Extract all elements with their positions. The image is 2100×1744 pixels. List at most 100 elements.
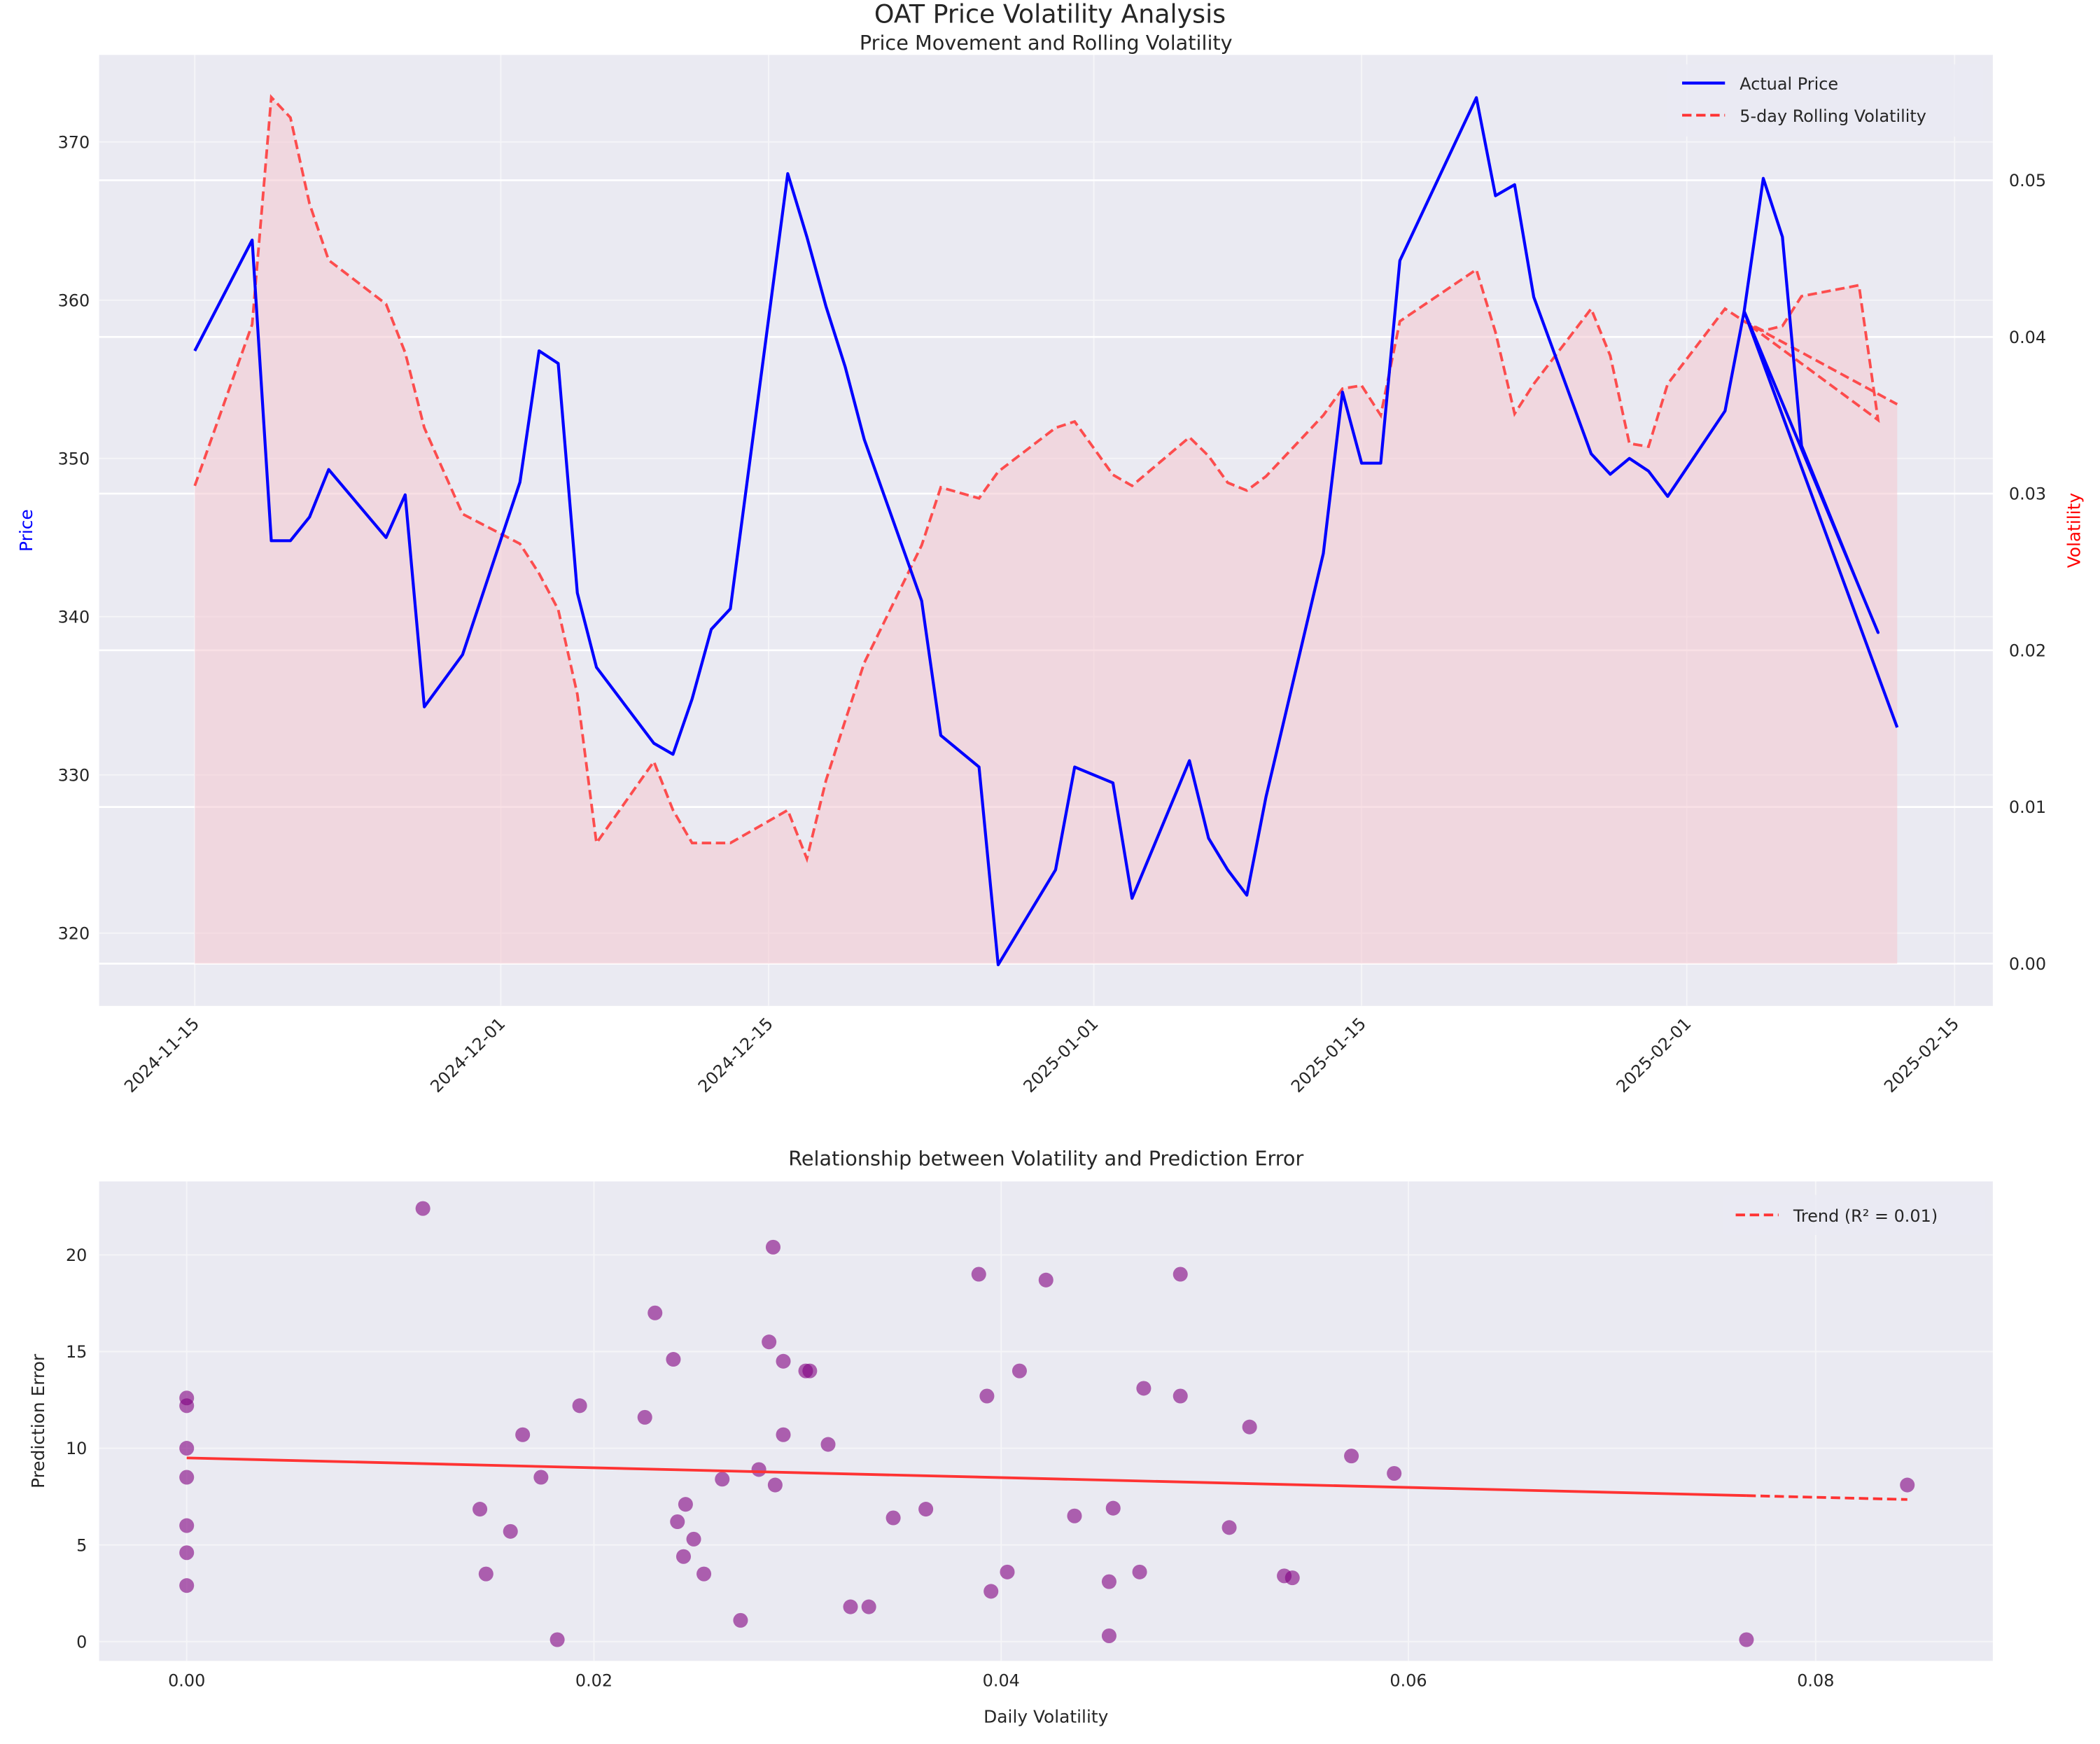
scatter-point <box>478 1566 493 1582</box>
scatter-point <box>776 1353 791 1369</box>
volatility-tick-label: 0.05 <box>2009 171 2046 190</box>
volatility-fill-area <box>195 97 1898 964</box>
figure-title: OAT Price Volatility Analysis <box>874 0 1226 29</box>
volatility-tick-label: 0.04 <box>2009 328 2046 347</box>
legend-price-label: Actual Price <box>1740 74 1838 94</box>
x-tick-label: 0.04 <box>983 1671 1020 1691</box>
scatter-point <box>637 1409 652 1425</box>
scatter-point <box>676 1549 691 1564</box>
scatter-point <box>1038 1272 1054 1288</box>
scatter-point <box>733 1612 748 1628</box>
scatter-point <box>715 1472 730 1487</box>
scatter-point <box>1222 1520 1237 1535</box>
scatter-point <box>1132 1564 1147 1579</box>
trend-line-dashed <box>1746 1494 1907 1501</box>
scatter-point <box>820 1437 836 1452</box>
bottom-legend: Trend (R² = 0.01) <box>1722 1194 1985 1235</box>
volatility-error-scatter-chart: 0.00 0.02 0.04 0.06 0.08 0 5 10 15 20 Relationsh… <box>28 1146 1993 1726</box>
scatter-point <box>1284 1570 1300 1586</box>
scatter-point <box>1172 1388 1188 1404</box>
scatter-point <box>1067 1508 1082 1523</box>
scatter-point <box>503 1523 518 1539</box>
y-tick-label: 20 <box>66 1246 87 1265</box>
scatter-point <box>762 1334 777 1350</box>
scatter-point <box>971 1267 986 1282</box>
scatter-point <box>1011 1363 1027 1379</box>
scatter-point <box>179 1441 195 1456</box>
scatter-point <box>1172 1267 1188 1282</box>
x-axis-label: Daily Volatility <box>983 1706 1108 1726</box>
price-tick-label: 330 <box>58 765 90 785</box>
scatter-point <box>1242 1419 1257 1435</box>
legend-volatility-label: 5-day Rolling Volatility <box>1740 106 1926 126</box>
volatility-line <box>193 94 1898 863</box>
volatility-axis-label: Volatility <box>2064 493 2084 568</box>
trend-line-solid <box>186 1456 1746 1498</box>
scatter-point <box>179 1398 195 1414</box>
scatter-point <box>1344 1449 1359 1464</box>
scatter-point <box>179 1545 195 1561</box>
volatility-tick-label: 0.00 <box>2009 954 2046 974</box>
legend-trend-label: Trend (R² = 0.01) <box>1793 1206 1938 1226</box>
x-tick-label: 0.02 <box>575 1671 612 1691</box>
bottom-subplot-title: Relationship between Volatility and Pred… <box>788 1146 1303 1170</box>
x-tick-label: 0.00 <box>168 1671 205 1691</box>
x-tick-label: 0.08 <box>1797 1671 1834 1691</box>
scatter-point <box>765 1239 780 1255</box>
scatter-point <box>767 1477 783 1493</box>
scatter-point <box>179 1470 195 1485</box>
scatter-point <box>979 1388 995 1404</box>
scatter-point <box>670 1514 685 1530</box>
scatter-point <box>843 1599 858 1614</box>
scatter-point <box>1387 1465 1402 1481</box>
top-legend: Actual Price 5-day Rolling Volatility <box>1667 64 1984 137</box>
price-line <box>193 96 1899 967</box>
scatter-point <box>179 1578 195 1593</box>
scatter-point <box>515 1427 531 1442</box>
top-subplot-title: Price Movement and Rolling Volatility <box>860 31 1233 55</box>
scatter-point <box>533 1470 549 1485</box>
scatter-point <box>686 1531 701 1547</box>
scatter-point <box>861 1599 876 1614</box>
scatter-point <box>918 1502 934 1517</box>
y-axis-label: Prediction Error <box>28 1353 48 1488</box>
scatter-point <box>1739 1632 1754 1647</box>
scatter-point <box>550 1632 565 1647</box>
scatter-point <box>983 1584 999 1599</box>
scatter-point <box>572 1398 587 1414</box>
scatter-point <box>776 1427 791 1442</box>
price-tick-label: 370 <box>58 132 90 152</box>
x-tick-label: 0.06 <box>1390 1671 1427 1691</box>
scatter-point <box>415 1201 430 1216</box>
scatter-point <box>886 1510 901 1526</box>
scatter-point <box>696 1566 712 1582</box>
scatter-point <box>666 1352 681 1367</box>
scatter-point <box>1900 1477 1915 1493</box>
price-tick-label: 340 <box>58 607 90 627</box>
volatility-tick-label: 0.01 <box>2009 797 2046 817</box>
scatter-point <box>802 1363 818 1379</box>
scatter-point <box>1101 1574 1116 1589</box>
scatter-point <box>472 1502 488 1517</box>
scatter-point <box>1105 1500 1121 1516</box>
volatility-tick-label: 0.02 <box>2009 641 2046 660</box>
y-tick-label: 10 <box>66 1439 87 1458</box>
scatter-point <box>1101 1628 1116 1643</box>
y-tick-label: 15 <box>66 1342 87 1362</box>
scatter-point <box>648 1305 663 1320</box>
price-axis-label: Price <box>16 509 36 552</box>
volatility-tick-label: 0.03 <box>2009 484 2046 504</box>
y-tick-label: 0 <box>76 1632 87 1652</box>
scatter-point <box>1136 1381 1152 1396</box>
scatter-point <box>678 1497 693 1512</box>
scatter-point <box>751 1462 766 1477</box>
bottom-plot-area <box>99 1181 1993 1661</box>
price-tick-label: 360 <box>58 291 90 310</box>
price-tick-label: 350 <box>58 449 90 468</box>
y-tick-label: 5 <box>76 1535 87 1555</box>
price-volatility-chart: 2024-11-15 2024-12-01 2024-12-15 2025-01-01… <box>16 0 2084 1096</box>
scatter-point <box>1000 1564 1015 1579</box>
price-tick-label: 320 <box>58 923 90 943</box>
scatter-point <box>179 1518 195 1533</box>
